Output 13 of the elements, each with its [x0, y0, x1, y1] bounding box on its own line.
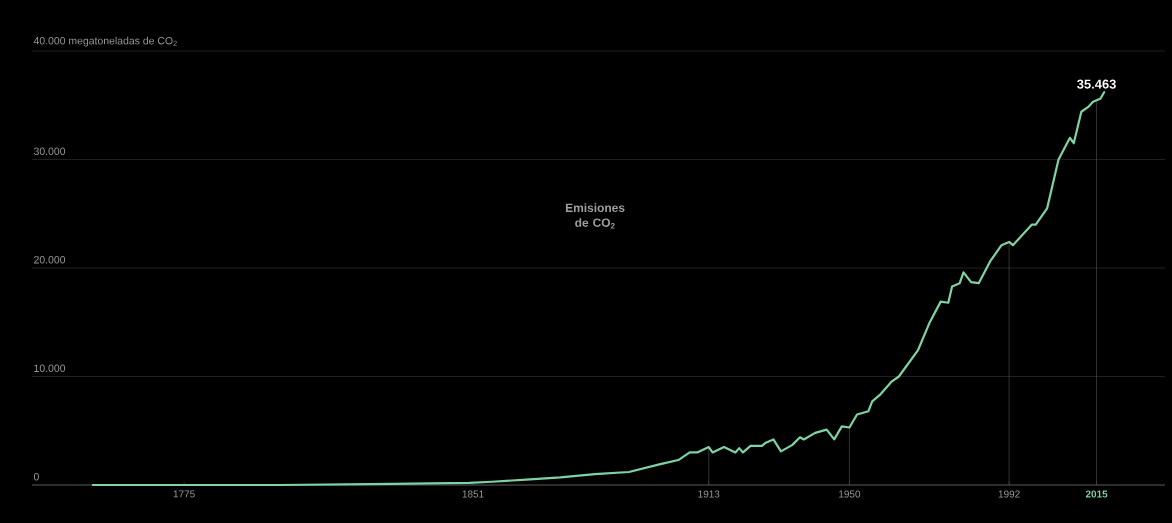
x-tick-label: 1913 — [698, 490, 720, 498]
y-tick-label: 40.000 megatoneladas de CO$_{2}$ — [33, 36, 177, 47]
annotation: Emisiones de CO$_{2}$ — [565, 203, 625, 229]
x-tick-label: 2015 — [1085, 490, 1108, 498]
x-tick-label: 1950 — [839, 490, 861, 498]
y-tick-label: 30.000 — [33, 147, 66, 155]
y-tick-label: 20.000 — [34, 256, 66, 264]
y-tick-label: 10.000 — [34, 364, 66, 372]
annotation: 35.463 — [1077, 79, 1116, 89]
y-tick-label: 0 — [33, 473, 39, 481]
x-tick-label: 1851 — [462, 490, 484, 498]
x-tick-label: 1992 — [998, 490, 1020, 498]
x-tick-label: 1775 — [173, 490, 195, 498]
